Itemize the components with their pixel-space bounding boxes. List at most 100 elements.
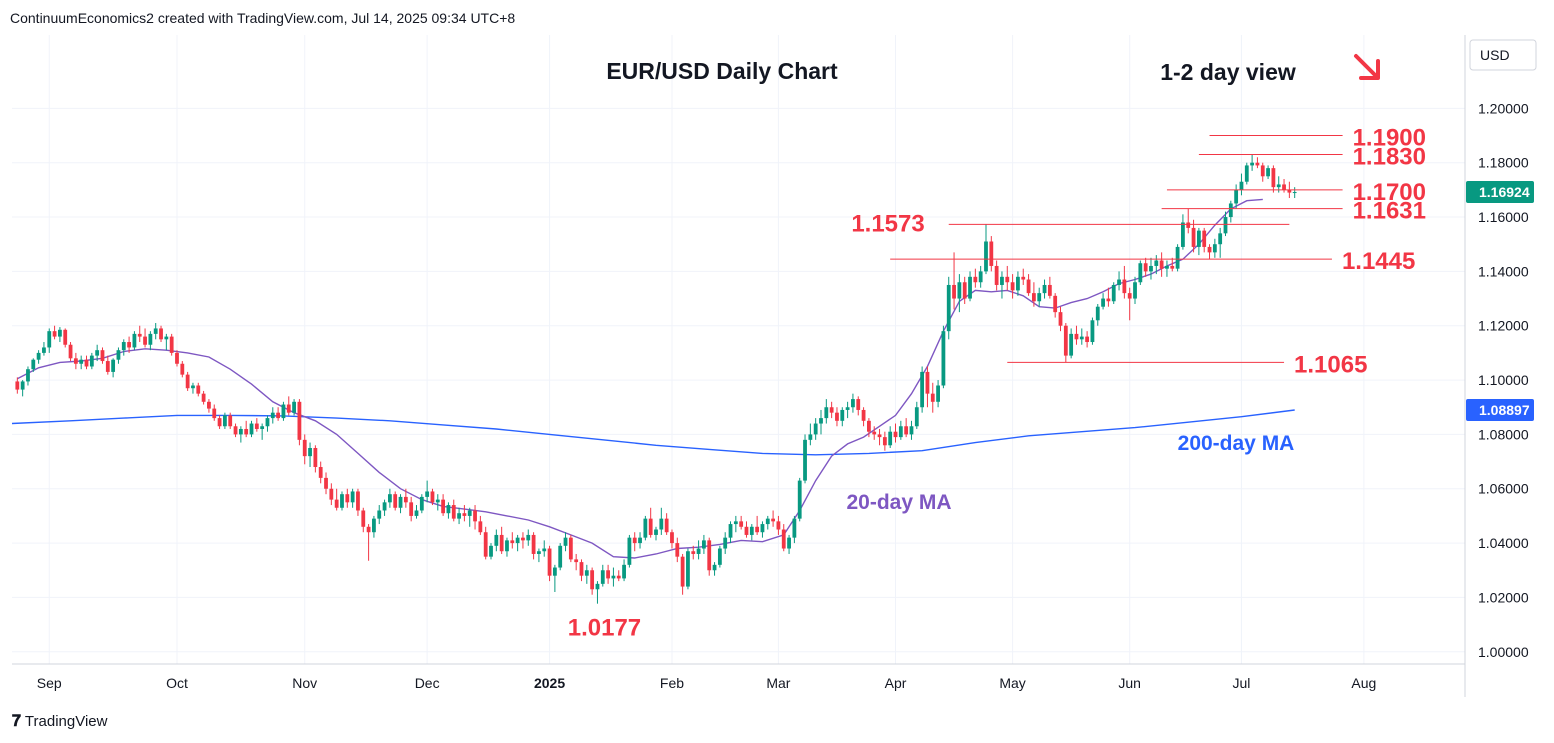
down-right-arrow-icon	[1354, 54, 1380, 80]
candle-body	[489, 545, 493, 557]
x-tick-label: Jun	[1118, 675, 1141, 691]
candle-body	[765, 518, 770, 525]
text-layer: EUR/USD Daily Chart 1-2 day view 20-day …	[606, 54, 1380, 514]
candle-body	[31, 359, 36, 370]
candle-body	[1202, 230, 1207, 247]
candle	[430, 488, 435, 506]
current-price-tag-bg	[1466, 180, 1534, 203]
candle	[169, 333, 174, 356]
candle-body	[925, 371, 930, 394]
candle-body	[1106, 298, 1111, 302]
candle-body	[143, 336, 147, 345]
candle-body	[1207, 246, 1212, 253]
candle	[1223, 211, 1228, 237]
candle-body	[356, 491, 360, 511]
candle-body	[781, 529, 786, 549]
candle	[324, 472, 328, 495]
candle-body	[872, 431, 877, 435]
candle	[382, 499, 387, 516]
candle-body	[526, 534, 531, 541]
y-tick-label: 1.08000	[1478, 426, 1529, 442]
candle-body	[1234, 189, 1239, 204]
candle-body	[1255, 162, 1260, 166]
candle	[691, 545, 696, 560]
candle-body	[978, 271, 983, 283]
candle	[898, 420, 903, 440]
candle	[563, 532, 568, 552]
candle-body	[387, 494, 392, 503]
candle	[89, 352, 94, 370]
candle-body	[622, 564, 626, 579]
candle-body	[1117, 279, 1121, 285]
candle	[505, 537, 509, 557]
candle-body	[835, 412, 839, 421]
candle	[249, 420, 254, 438]
candle-body	[771, 518, 775, 522]
candle	[20, 380, 25, 397]
level-label: 1.1700	[1353, 179, 1426, 206]
level-label: 1.1830	[1353, 144, 1426, 171]
candle	[393, 491, 398, 511]
tradingview-logo-icon: 𝟕	[12, 711, 21, 730]
candle	[904, 418, 909, 438]
candle-body	[973, 276, 978, 283]
candle	[1058, 306, 1063, 332]
candle	[79, 355, 84, 370]
candle	[191, 382, 195, 394]
candle-body	[89, 355, 94, 367]
candle	[180, 361, 185, 378]
candle	[670, 529, 674, 549]
candle	[829, 401, 834, 419]
candle-body	[382, 502, 387, 511]
x-tick-label: Apr	[885, 675, 907, 691]
candle-body	[244, 428, 249, 435]
candle-body	[584, 570, 589, 576]
candle	[510, 532, 515, 549]
candle	[73, 352, 78, 370]
candle	[302, 434, 307, 465]
candle-body	[920, 371, 925, 408]
candle-body	[728, 524, 733, 538]
candle-body	[984, 241, 988, 272]
candle	[542, 540, 547, 557]
candle	[521, 532, 525, 549]
candle	[574, 553, 579, 571]
candle	[606, 564, 611, 584]
candle	[968, 271, 972, 302]
candle-body	[1000, 276, 1004, 285]
candle	[989, 236, 994, 272]
candle-body	[1149, 265, 1153, 272]
currency-box[interactable]	[1469, 39, 1537, 71]
y-tick-label: 1.12000	[1478, 318, 1529, 334]
candle-body	[600, 570, 605, 584]
candle	[1250, 154, 1255, 171]
candle-body	[537, 551, 541, 554]
candle-body	[595, 583, 600, 590]
candle-body	[579, 562, 584, 576]
candle	[265, 415, 270, 432]
candle	[1111, 282, 1116, 304]
candle-body	[1260, 165, 1265, 177]
candle-body	[654, 529, 658, 535]
candle-body	[494, 534, 499, 546]
candle-body	[824, 407, 829, 419]
candle	[755, 515, 760, 535]
candle-body	[398, 496, 403, 508]
candle	[207, 399, 211, 413]
candle-body	[180, 363, 185, 375]
candle-body	[302, 439, 307, 457]
candle	[111, 358, 116, 378]
candle	[1202, 227, 1207, 253]
candle-body	[989, 241, 994, 266]
candle-body	[207, 401, 211, 409]
candle	[42, 342, 46, 356]
candle	[744, 521, 749, 538]
candle	[654, 526, 658, 541]
chart-title: EUR/USD Daily Chart	[606, 58, 838, 84]
candle	[696, 540, 701, 560]
candle-body	[1047, 284, 1052, 296]
candle	[851, 393, 855, 413]
candle-body	[350, 491, 355, 503]
candle	[1053, 293, 1058, 318]
